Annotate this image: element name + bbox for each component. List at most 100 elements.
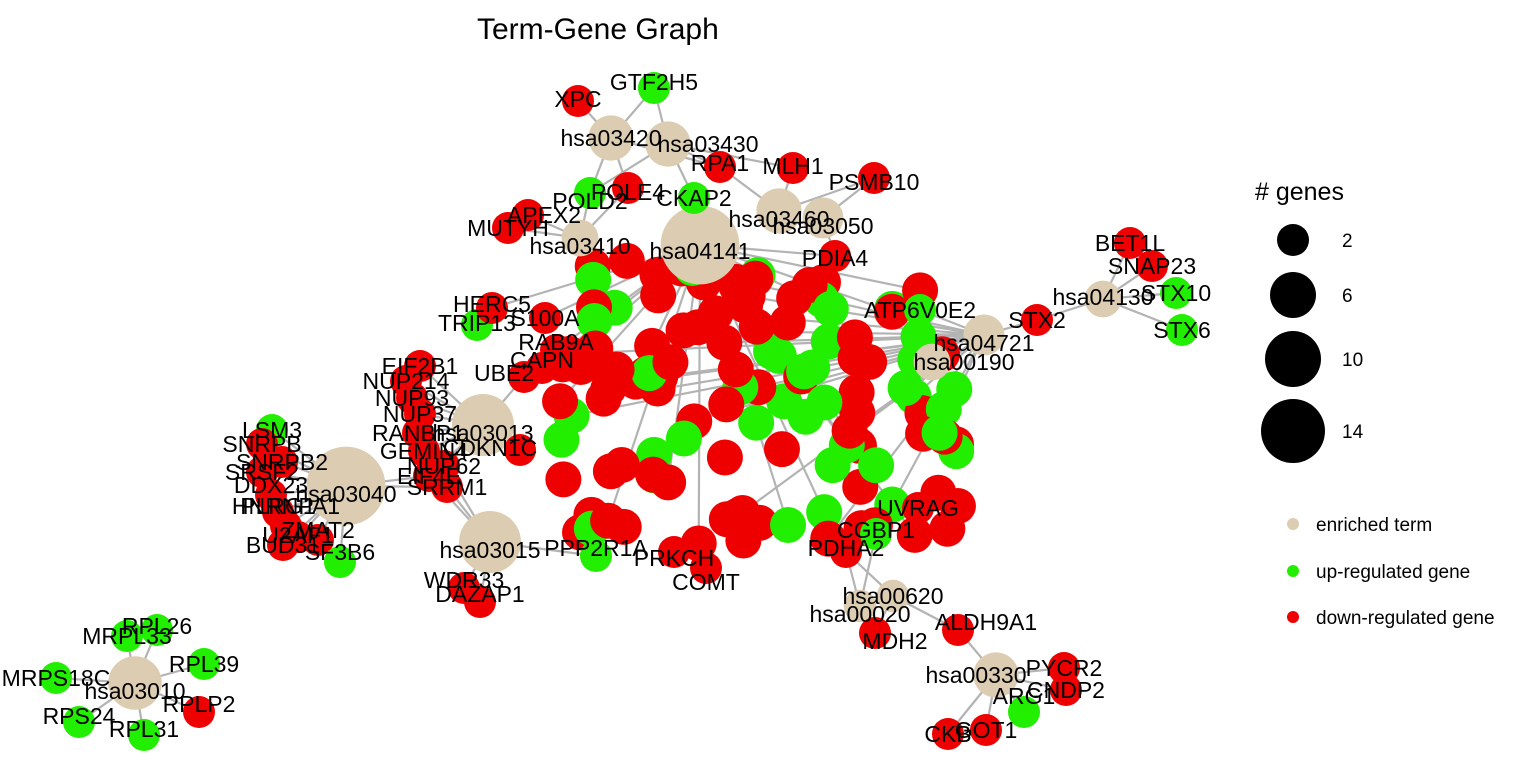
legend-size-label-2: 2: [1342, 231, 1353, 252]
gene-node-UVRAG: [902, 492, 934, 524]
term-node-hsa04141: [660, 205, 740, 285]
gene-label-RPL39: RPL39: [169, 651, 239, 677]
cluster-gene-node: [576, 303, 613, 340]
gene-label-COMT: COMT: [672, 569, 740, 595]
legend-size-circle-2: [1277, 224, 1309, 256]
term-label-hsa03410: hsa03410: [529, 233, 630, 259]
gene-label-ATP6V0E2: ATP6V0E2: [864, 297, 976, 323]
gene-label-MRPL33: MRPL33: [82, 623, 171, 649]
term-label-hsa03420: hsa03420: [560, 125, 661, 151]
gene-node-GTF2H5: [638, 72, 670, 104]
gene-node-PDIA4: [819, 240, 851, 272]
gene-label-GTF2H5: GTF2H5: [610, 69, 698, 95]
term-label-hsa00190: hsa00190: [913, 349, 1014, 375]
term-label-hsa03430: hsa03430: [657, 131, 758, 157]
legend-size-label-6: 6: [1342, 286, 1353, 307]
gene-label-WDR33: WDR33: [424, 567, 505, 593]
gene-label-CNDP2: CNDP2: [1027, 677, 1105, 703]
gene-node-RPL39: [188, 648, 220, 680]
gene-label-RPA1: RPA1: [691, 150, 749, 176]
term-node-hsa03040: [306, 446, 386, 526]
gene-label-RPL31: RPL31: [109, 716, 179, 742]
gene-label-PLRG1: PLRG1: [240, 493, 315, 519]
gene-label-EIF2B1: EIF2B1: [382, 353, 459, 379]
gene-label-DAZAP1: DAZAP1: [435, 581, 524, 607]
term-node-hsa04721: [963, 314, 1005, 356]
gene-node-ALDH9A1: [942, 614, 974, 646]
gene-label-STX2: STX2: [1008, 307, 1066, 333]
legend-color-up-label: up-regulated gene: [1316, 562, 1470, 583]
term-node-hsa03420: [588, 115, 634, 161]
legend-size-circle-6: [1270, 272, 1316, 318]
gene-node-DAZAP1: [464, 586, 496, 618]
cluster-gene-node: [608, 242, 645, 279]
cluster-gene-node: [708, 501, 745, 538]
gene-label-DDX23: DDX23: [234, 472, 308, 498]
gene-node-MDH2: [859, 617, 891, 649]
gene-label-PPP2R1A: PPP2R1A: [544, 535, 648, 561]
legend-color-down-dot: [1287, 611, 1299, 623]
legend-color-term-dot: [1287, 518, 1299, 530]
gene-label-HERC5: HERC5: [453, 291, 531, 317]
cluster-gene-node: [806, 384, 843, 421]
gene-label-MUTYH: MUTYH: [467, 215, 549, 241]
cluster-gene-node: [794, 349, 831, 386]
cluster-gene-node: [652, 344, 689, 381]
cluster-gene-node: [858, 447, 895, 484]
gene-node-RPL31: [128, 719, 160, 751]
nodes-layer: [40, 72, 1198, 751]
gene-node-STX2: [1021, 304, 1053, 336]
term-node-hsa03013: [452, 394, 514, 456]
gene-label-S100A: S100A: [510, 305, 580, 331]
term-node-hsa04130: [1084, 280, 1122, 318]
gene-label-HNRNPA1: HNRNPA1: [232, 493, 340, 519]
cluster-gene-node: [542, 383, 579, 420]
gene-node-PPP2R1A: [580, 540, 612, 572]
cluster-gene-node: [812, 290, 849, 327]
gene-node-ARG1: [1008, 696, 1040, 728]
gene-label-RAB9A: RAB9A: [518, 329, 594, 355]
gene-node-MRPL33: [111, 620, 143, 652]
cluster-gene-node: [665, 312, 702, 349]
cluster-gene-node: [717, 351, 754, 388]
term-label-hsa03013: hsa03013: [432, 420, 533, 446]
term-node-hsa03460: [756, 188, 802, 234]
gene-label-POLD2: POLD2: [552, 188, 627, 214]
gene-node-PRKCH: [658, 536, 690, 568]
term-label-hsa03010: hsa03010: [84, 678, 185, 704]
cluster-gene-node: [763, 431, 800, 468]
term-label-hsa00020: hsa00020: [809, 601, 910, 627]
cluster-gene-node: [738, 404, 775, 441]
cluster-gene-node: [837, 339, 874, 376]
gene-label-PDHA2: PDHA2: [808, 535, 885, 561]
cluster-gene-node: [708, 386, 745, 423]
graph-title: Term-Gene Graph: [477, 13, 719, 46]
gene-label-PSMB10: PSMB10: [829, 169, 920, 195]
gene-node-RPS24: [63, 706, 95, 738]
term-node-hsa00620: [876, 579, 910, 613]
gene-node-CDKN1C: [504, 434, 536, 466]
gene-label-CAPN: CAPN: [510, 347, 574, 373]
term-label-hsa04141: hsa04141: [649, 238, 750, 264]
gene-label-NUP37: NUP37: [383, 401, 457, 427]
term-label-hsa03040: hsa03040: [295, 481, 396, 507]
gene-label-ARG1: ARG1: [993, 683, 1056, 709]
cluster-gene-node: [921, 414, 958, 451]
gene-node-ZMAT2: [302, 524, 334, 556]
gene-label-SRRM1: SRRM1: [407, 474, 488, 500]
term-node-hsa03410: [561, 219, 599, 257]
gene-node-STX6: [1166, 314, 1198, 346]
gene-label-POLE4: POLE4: [591, 179, 665, 205]
cluster-gene-node: [640, 277, 677, 314]
term-label-hsa04721: hsa04721: [933, 330, 1034, 356]
legend-size-circle-10: [1265, 331, 1321, 387]
gene-label-GEMIN4: GEMIN4: [380, 438, 468, 464]
legend-size-label-14: 14: [1342, 422, 1364, 443]
gene-node-MUTYH: [492, 212, 524, 244]
gene-node-POLD2: [574, 177, 606, 209]
gene-label-MLH1: MLH1: [762, 153, 823, 179]
gene-label-ALDH9A1: ALDH9A1: [935, 609, 1037, 635]
gene-node-POLE4: [612, 172, 644, 204]
gene-label-CDKN1C: CDKN1C: [443, 435, 538, 461]
